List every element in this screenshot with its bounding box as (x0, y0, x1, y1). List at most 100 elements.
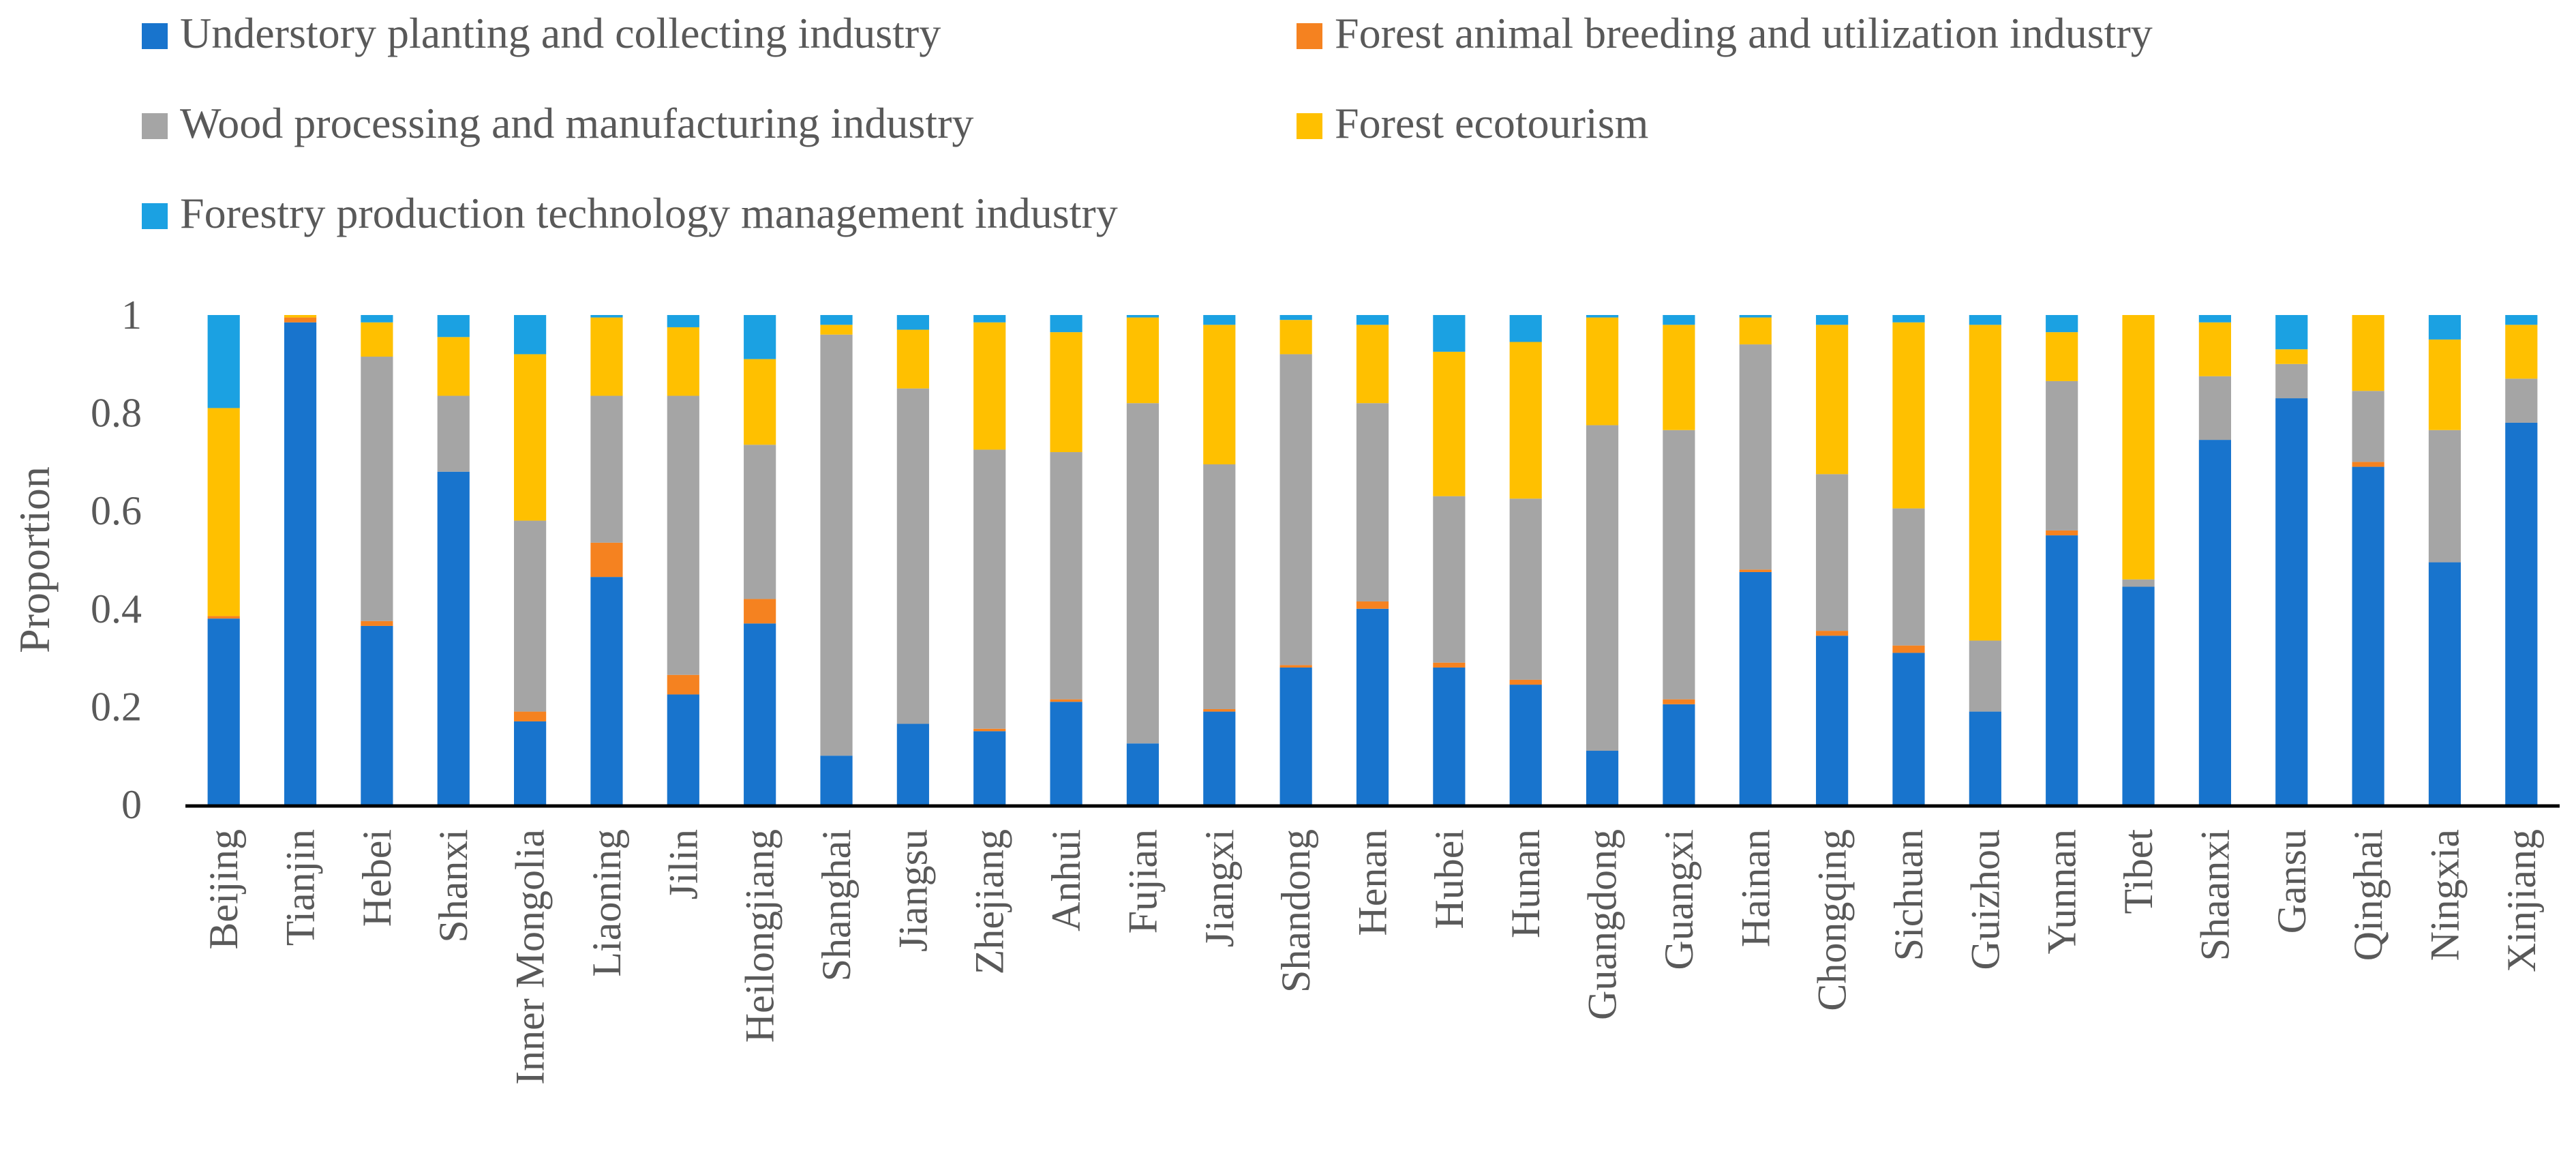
bar-shandong-forestry-production-technology-management-industry (1279, 315, 1312, 320)
bar-tianjin-understory-planting-and-collecting-industry (284, 322, 317, 805)
bar-shaanxi-forest-ecotourism (2198, 322, 2231, 376)
bar-shanxi-forest-ecotourism (437, 337, 470, 396)
bar-qinghai-forest-animal-breeding-and-utilization-industry (2352, 462, 2384, 467)
bar-guangxi-forest-ecotourism (1663, 325, 1695, 430)
bar-inner-mongolia-understory-planting-and-collecting-industry (514, 721, 547, 805)
y-tick-label: 0.6 (91, 488, 142, 533)
bar-hubei-forest-ecotourism (1433, 351, 1466, 496)
bar-jiangxi-wood-processing-and-manufacturing-industry (1203, 464, 1236, 709)
bar-xinjiang-forestry-production-technology-management-industry (2505, 315, 2538, 325)
bar-henan-forest-animal-breeding-and-utilization-industry (1356, 601, 1389, 609)
bar-liaoning-forest-ecotourism (590, 317, 623, 396)
legend-label-forest-ecotourism: Forest ecotourism (1335, 99, 1648, 147)
bar-fujian-forest-ecotourism (1126, 317, 1160, 404)
bar-hainan-forest-animal-breeding-and-utilization-industry (1739, 569, 1772, 572)
legend-label-forestry-production-technology-management-industry: Forestry production technology managemen… (180, 189, 1118, 237)
bar-fujian-wood-processing-and-manufacturing-industry (1126, 403, 1160, 744)
bar-hunan-forest-ecotourism (1509, 342, 1542, 499)
x-tick-label-yunnan: Yunnan (2040, 829, 2085, 954)
y-tick-label: 0.8 (91, 391, 142, 436)
bar-shanxi-wood-processing-and-manufacturing-industry (437, 395, 470, 472)
bar-xinjiang-wood-processing-and-manufacturing-industry (2505, 378, 2538, 423)
bar-jilin-forestry-production-technology-management-industry (667, 315, 699, 327)
bar-chongqing-forestry-production-technology-management-industry (1816, 315, 1849, 325)
bar-sichuan-forest-animal-breeding-and-utilization-industry (1892, 645, 1925, 653)
bars (207, 315, 2538, 805)
bar-gansu-forest-ecotourism (2275, 349, 2308, 364)
bar-guangxi-forestry-production-technology-management-industry (1663, 315, 1695, 325)
bar-ningxia-understory-planting-and-collecting-industry (2428, 562, 2461, 805)
y-tick-label: 0 (121, 782, 142, 827)
bar-shanghai-understory-planting-and-collecting-industry (820, 756, 853, 805)
x-tick-label-beijing: Beijing (201, 829, 246, 950)
bar-hubei-wood-processing-and-manufacturing-industry (1433, 496, 1466, 663)
bar-guizhou-forest-ecotourism (1969, 325, 2001, 641)
bar-heilongjiang-forest-ecotourism (744, 359, 776, 445)
bar-hubei-forest-animal-breeding-and-utilization-industry (1433, 662, 1466, 668)
x-tick-label-xinjiang: Xinjiang (2499, 829, 2544, 972)
x-tick-label-liaoning: Liaoning (584, 829, 629, 977)
bar-inner-mongolia-wood-processing-and-manufacturing-industry (514, 520, 547, 712)
x-tick-label-shandong: Shandong (1273, 829, 1318, 993)
bar-chongqing-understory-planting-and-collecting-industry (1816, 636, 1849, 805)
bar-inner-mongolia-forest-animal-breeding-and-utilization-industry (514, 711, 547, 721)
x-tick-label-shanxi: Shanxi (431, 829, 476, 943)
bar-hebei-wood-processing-and-manufacturing-industry (361, 357, 393, 621)
bar-sichuan-forest-ecotourism (1892, 322, 1925, 509)
bar-ningxia-forest-ecotourism (2428, 339, 2461, 430)
bar-jilin-understory-planting-and-collecting-industry (667, 694, 699, 805)
x-tick-label-fujian: Fujian (1120, 829, 1165, 933)
bar-beijing-forest-ecotourism (207, 408, 240, 616)
bar-guangxi-understory-planting-and-collecting-industry (1663, 704, 1695, 805)
bar-hainan-understory-planting-and-collecting-industry (1739, 571, 1772, 805)
x-tick-label-chongqing: Chongqing (1810, 829, 1855, 1011)
bar-anhui-forest-animal-breeding-and-utilization-industry (1050, 699, 1082, 702)
bar-hunan-wood-processing-and-manufacturing-industry (1509, 498, 1542, 680)
bar-beijing-forest-animal-breeding-and-utilization-industry (207, 616, 240, 619)
bar-shanghai-forest-ecotourism (820, 325, 853, 335)
bar-shandong-understory-planting-and-collecting-industry (1279, 667, 1312, 805)
x-tick-label-jiangsu: Jiangsu (890, 829, 935, 952)
bar-tibet-understory-planting-and-collecting-industry (2122, 586, 2155, 805)
bar-shaanxi-understory-planting-and-collecting-industry (2198, 440, 2231, 805)
bar-hebei-forestry-production-technology-management-industry (361, 315, 393, 323)
bar-henan-wood-processing-and-manufacturing-industry (1356, 403, 1389, 602)
bar-henan-forestry-production-technology-management-industry (1356, 315, 1389, 325)
bar-liaoning-forest-animal-breeding-and-utilization-industry (590, 542, 623, 578)
bar-tibet-wood-processing-and-manufacturing-industry (2122, 579, 2155, 587)
bar-jilin-forest-ecotourism (667, 327, 699, 396)
plot-area: 0 0.2 0.4 0.6 0.8 1 Beijing Tianjin Hebei Shanxi… (91, 293, 2560, 1085)
legend-swatch-forest-ecotourism (1297, 113, 1322, 139)
bar-chongqing-forest-ecotourism (1816, 325, 1849, 475)
x-tick-label-guangxi: Guangxi (1656, 829, 1701, 970)
legend-swatch-wood-processing-and-manufacturing-industry (142, 113, 168, 139)
bar-shandong-forest-ecotourism (1279, 320, 1312, 355)
bar-guangdong-forest-ecotourism (1586, 317, 1619, 425)
bar-yunnan-understory-planting-and-collecting-industry (2046, 535, 2078, 805)
x-tick-label-anhui: Anhui (1044, 829, 1089, 931)
bar-shandong-wood-processing-and-manufacturing-industry (1279, 354, 1312, 666)
x-tick-label-shanghai: Shanghai (814, 829, 859, 981)
x-tick-label-henan: Henan (1350, 829, 1395, 936)
bar-guangxi-forest-animal-breeding-and-utilization-industry (1663, 699, 1695, 704)
bar-hebei-understory-planting-and-collecting-industry (361, 625, 393, 805)
bar-yunnan-wood-processing-and-manufacturing-industry (2046, 380, 2078, 530)
bar-jiangxi-forest-animal-breeding-and-utilization-industry (1203, 708, 1236, 712)
bar-anhui-forest-ecotourism (1050, 332, 1082, 453)
bar-guizhou-wood-processing-and-manufacturing-industry (1969, 640, 2001, 712)
bar-beijing-forestry-production-technology-management-industry (207, 315, 240, 408)
bar-shaanxi-forestry-production-technology-management-industry (2198, 315, 2231, 323)
bar-zhejiang-forestry-production-technology-management-industry (973, 315, 1006, 323)
y-tick-labels: 0 0.2 0.4 0.6 0.8 1 (91, 293, 142, 827)
bar-beijing-understory-planting-and-collecting-industry (207, 618, 240, 805)
bar-yunnan-forest-ecotourism (2046, 332, 2078, 381)
bar-guangdong-wood-processing-and-manufacturing-industry (1586, 425, 1619, 751)
bar-tibet-forest-ecotourism (2122, 315, 2155, 580)
bar-henan-forest-ecotourism (1356, 325, 1389, 404)
y-tick-label: 0.4 (91, 586, 142, 631)
bar-yunnan-forestry-production-technology-management-industry (2046, 315, 2078, 333)
legend-label-forest-animal-breeding-and-utilization-industry: Forest animal breeding and utilization i… (1335, 9, 2153, 57)
bar-jiangxi-forest-ecotourism (1203, 325, 1236, 464)
bar-heilongjiang-forestry-production-technology-management-industry (744, 315, 776, 359)
bar-tianjin-forest-animal-breeding-and-utilization-industry (284, 317, 317, 323)
